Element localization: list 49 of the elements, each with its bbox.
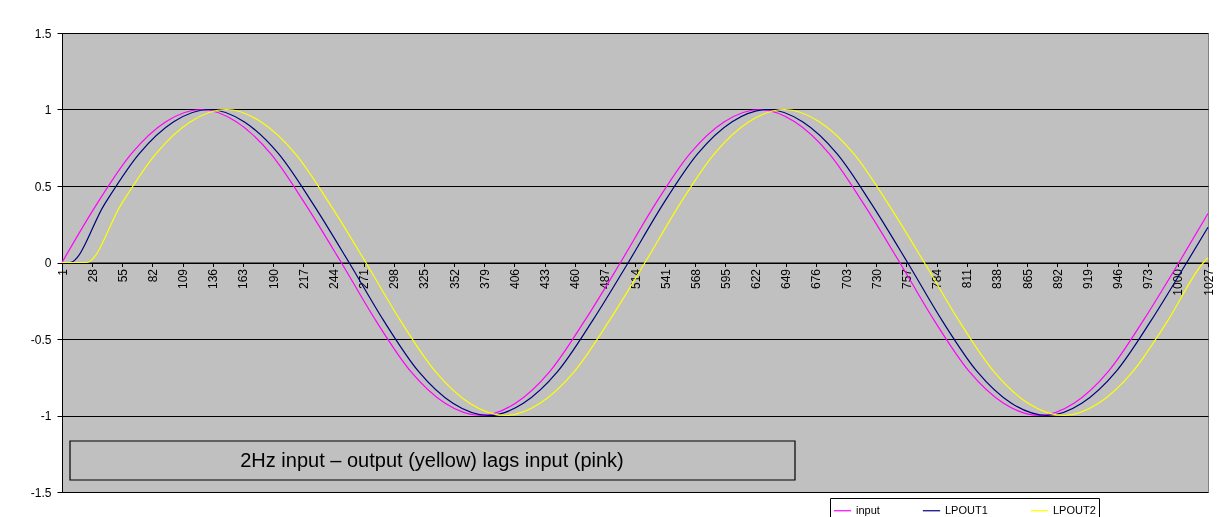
x-tick-label: 919 bbox=[1080, 268, 1095, 290]
x-tick-label: 622 bbox=[749, 268, 764, 290]
legend-label: LPOUT2 bbox=[1053, 503, 1096, 516]
y-tick-label: 0.5 bbox=[34, 179, 52, 194]
x-tick-label: 514 bbox=[628, 268, 643, 290]
x-tick-label: 838 bbox=[990, 268, 1005, 290]
x-tick-label: 82 bbox=[145, 268, 160, 283]
x-tick-label: 325 bbox=[417, 268, 432, 290]
x-tick-label: 352 bbox=[447, 268, 462, 290]
x-tick-label: 28 bbox=[85, 268, 100, 283]
y-tick-label: 0 bbox=[44, 256, 52, 270]
legend-label: LPOUT1 bbox=[945, 503, 988, 516]
x-tick-label: 1000 bbox=[1171, 268, 1186, 296]
x-tick-label: 190 bbox=[266, 268, 281, 290]
x-tick-label: 946 bbox=[1111, 268, 1126, 290]
x-tick-label: 730 bbox=[869, 268, 884, 290]
x-tick-label: 136 bbox=[206, 268, 221, 290]
y-tick-label: 1 bbox=[44, 103, 52, 117]
y-tick-label: 1.5 bbox=[34, 26, 52, 41]
x-tick-label: 406 bbox=[507, 268, 522, 290]
y-tick-label: -1.5 bbox=[30, 485, 52, 500]
x-tick-label: 865 bbox=[1020, 268, 1035, 290]
x-tick-label: 55 bbox=[115, 268, 130, 283]
x-tick-label: 460 bbox=[568, 268, 583, 290]
y-tick-label: -1 bbox=[40, 409, 52, 423]
x-tick-label: 217 bbox=[296, 268, 311, 290]
legend-label: input bbox=[856, 503, 880, 516]
x-tick-label: 784 bbox=[930, 268, 945, 290]
x-tick-label: 811 bbox=[960, 268, 975, 289]
x-tick-label: 244 bbox=[326, 268, 341, 290]
x-tick-label: 757 bbox=[899, 268, 914, 290]
annotation: 2Hz input – output (yellow) lags input (pink) bbox=[240, 449, 624, 471]
y-tick-label: -0.5 bbox=[30, 332, 52, 347]
x-tick-label: 892 bbox=[1050, 268, 1065, 290]
x-tick-label: 568 bbox=[688, 268, 703, 290]
x-tick-label: 163 bbox=[236, 268, 251, 290]
x-tick-label: 379 bbox=[477, 268, 492, 290]
x-tick-label: 109 bbox=[176, 268, 191, 290]
x-tick-label: 649 bbox=[779, 268, 794, 290]
x-tick-label: 1027 bbox=[1201, 268, 1216, 296]
x-tick-label: 541 bbox=[658, 268, 673, 290]
x-tick-label: 595 bbox=[718, 268, 733, 290]
x-tick-label: 973 bbox=[1141, 268, 1156, 290]
x-tick-label: 271 bbox=[357, 268, 372, 290]
x-tick-label: 487 bbox=[598, 268, 613, 290]
x-tick-label: 703 bbox=[839, 268, 854, 290]
x-tick-label: 433 bbox=[538, 268, 553, 290]
x-tick-label: 676 bbox=[809, 268, 824, 290]
x-tick-label: 298 bbox=[387, 268, 402, 290]
